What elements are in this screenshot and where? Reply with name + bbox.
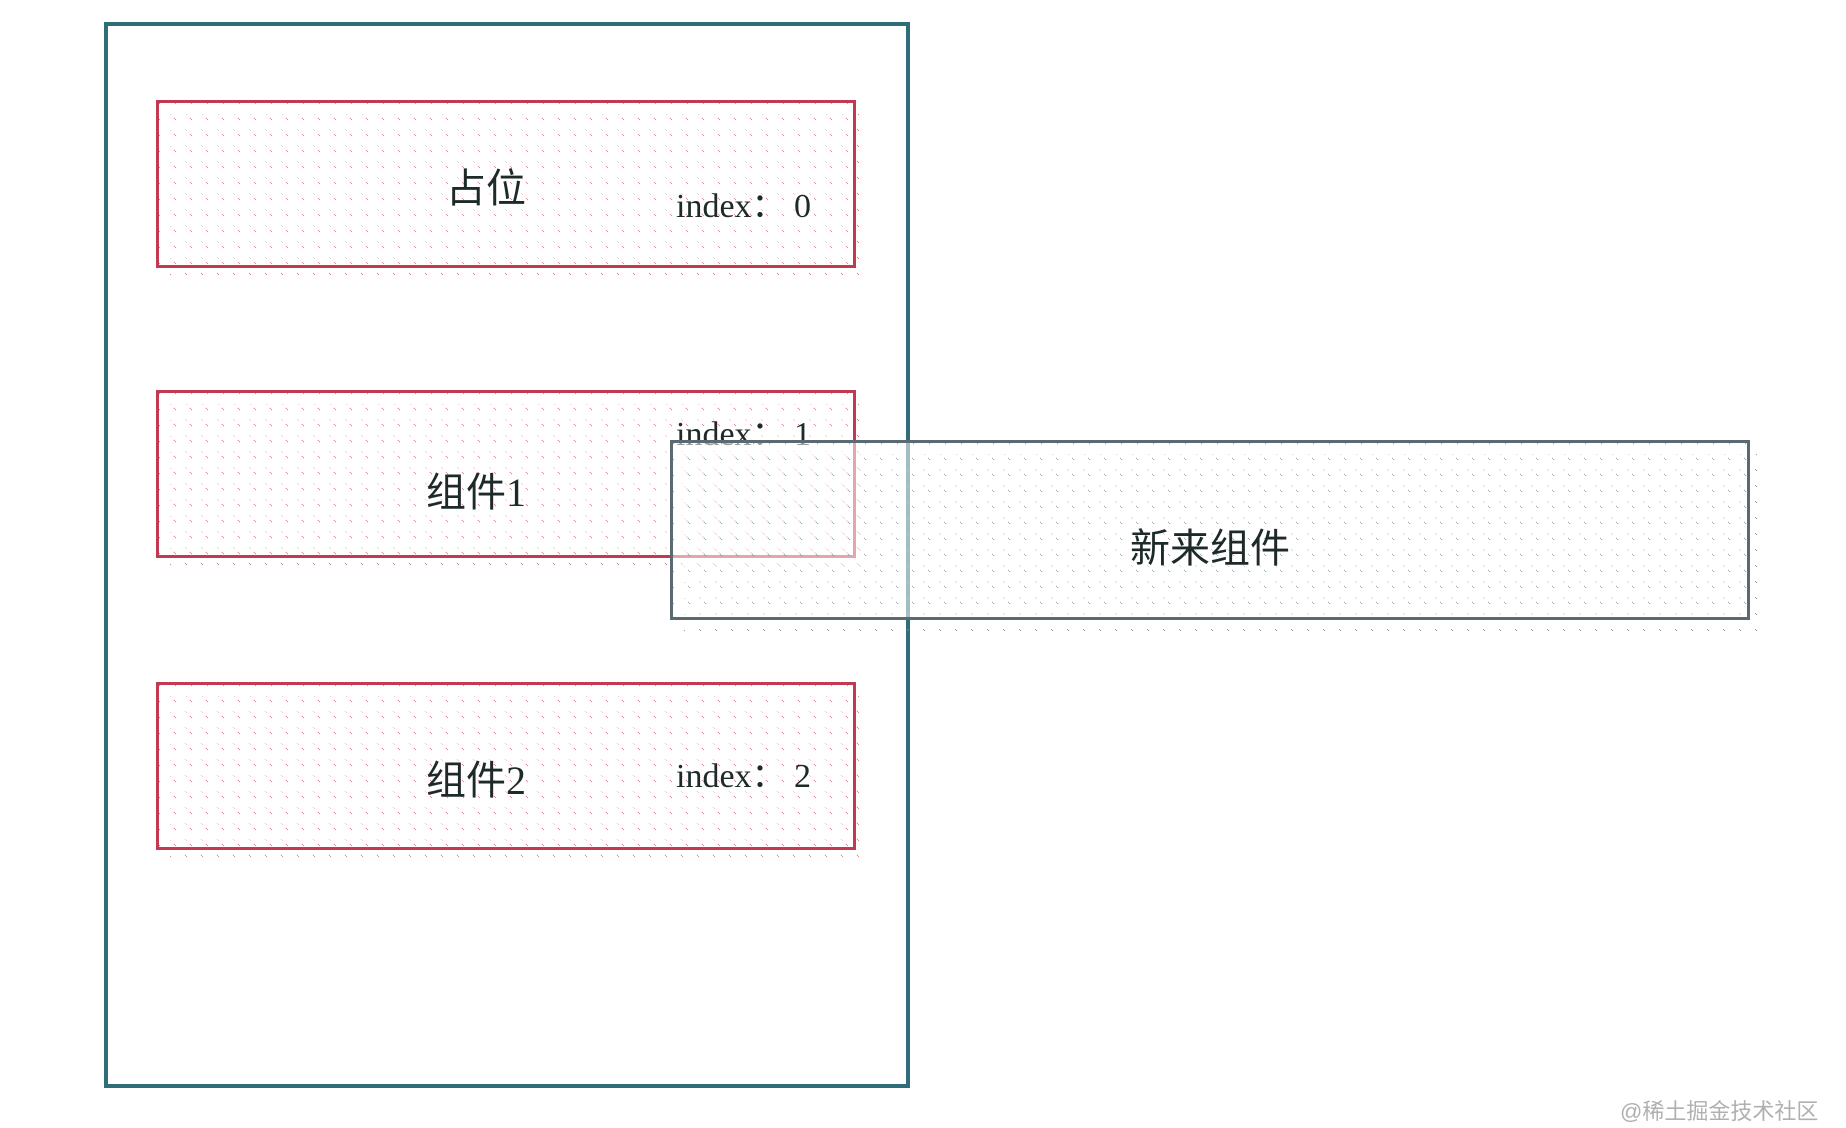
slot-title: 组件2 [426,748,526,806]
slot-title: 占位 [446,156,526,214]
watermark-text: @稀土掘金技术社区 [1620,1094,1818,1126]
slot-index-label: index： 2 [676,748,811,797]
slot-title: 组件1 [426,460,526,518]
slot-index-label: index： 0 [676,178,811,227]
new-component-title: 新来组件 [1130,516,1290,574]
